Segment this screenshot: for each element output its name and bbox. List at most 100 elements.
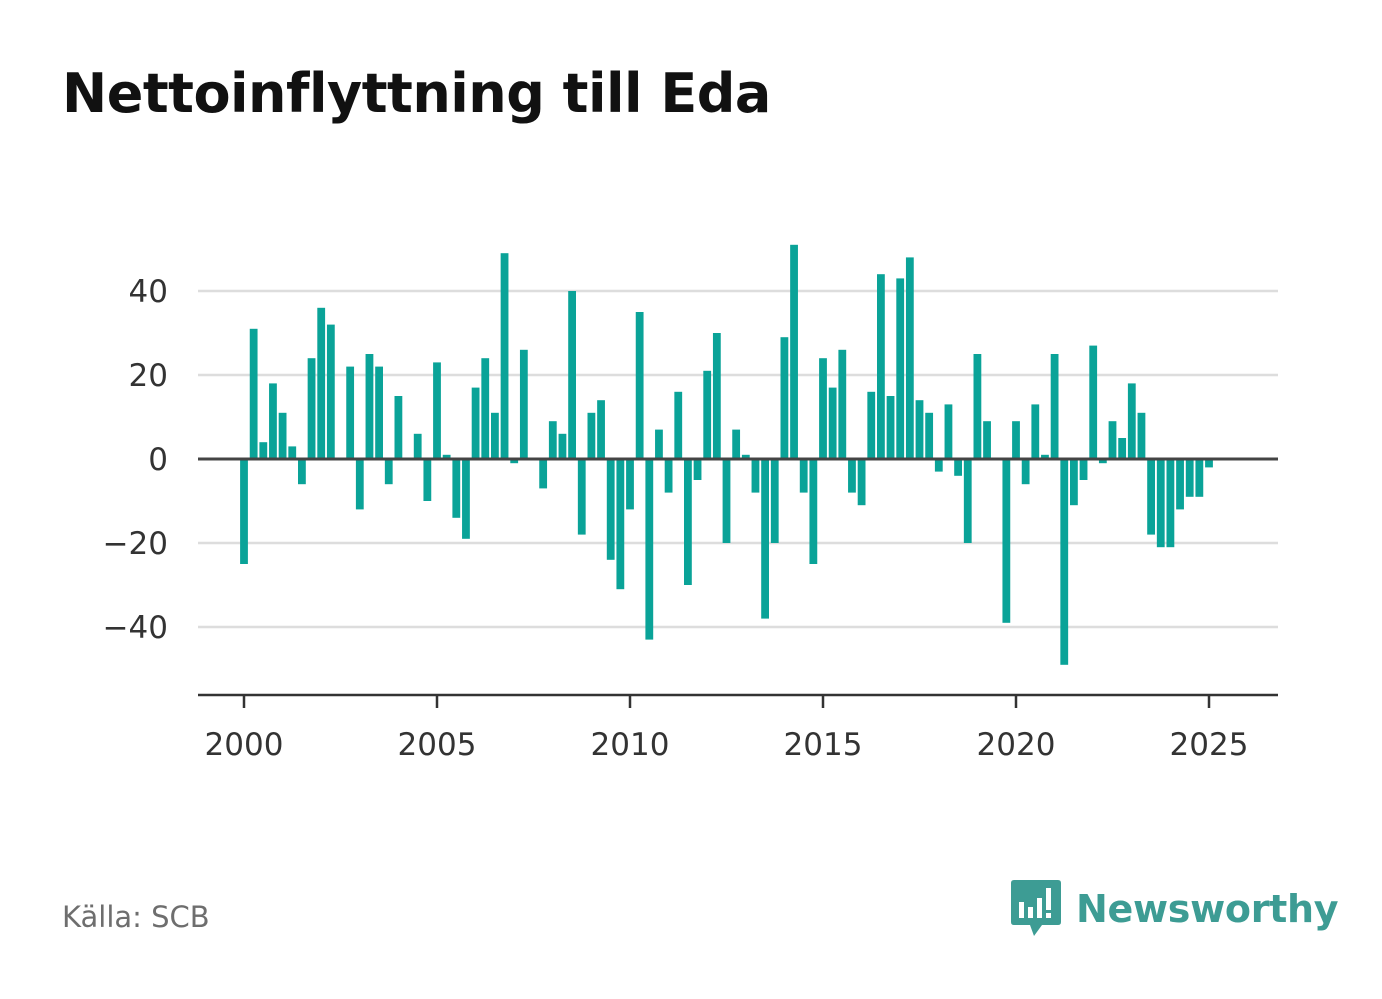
bar (790, 244, 798, 459)
logo-text: Newsworthy (1076, 887, 1339, 931)
bar (539, 459, 548, 489)
bar (973, 354, 982, 459)
bar (519, 349, 528, 459)
bar (1002, 459, 1011, 623)
bar (693, 459, 702, 480)
bar (751, 459, 760, 493)
bar (1050, 354, 1059, 459)
bar (1021, 459, 1030, 485)
x-tick-label: 2005 (398, 727, 477, 763)
bar (1060, 459, 1069, 665)
chart-title: Nettoinflyttning till Eda (62, 62, 771, 125)
bar (954, 459, 962, 476)
bar (288, 446, 297, 459)
bar (626, 459, 634, 510)
bar (365, 354, 374, 459)
bar (867, 391, 876, 459)
bar (712, 333, 721, 459)
bar (249, 328, 258, 459)
bar (1118, 438, 1127, 459)
bar (1195, 459, 1204, 497)
bar (548, 421, 557, 459)
bar (606, 459, 615, 560)
bar (1156, 459, 1165, 548)
x-axis-labels: 2000 2005 2010 2015 2020 2025 (205, 727, 1249, 763)
bar (635, 312, 644, 459)
bar (896, 278, 905, 459)
bar (510, 459, 519, 464)
bar (944, 404, 953, 459)
bar (1098, 459, 1107, 464)
y-axis-labels: 40 20 0 −20 −40 (103, 274, 168, 646)
x-tick-label: 2020 (977, 727, 1056, 763)
bar (1012, 421, 1020, 459)
x-tick-label: 2000 (205, 727, 284, 763)
x-tick-label: 2010 (591, 727, 670, 763)
bar (828, 387, 837, 459)
bar (1070, 459, 1078, 506)
bar (925, 412, 934, 459)
bar (259, 442, 268, 459)
bar (355, 459, 364, 510)
bar (770, 459, 779, 543)
bar (307, 358, 316, 459)
bar (819, 358, 827, 459)
bar (934, 459, 943, 472)
bar (558, 433, 567, 459)
bar (983, 421, 991, 459)
y-tick-label: −20 (103, 526, 168, 562)
bar (674, 391, 683, 459)
bar (384, 459, 393, 485)
bar (500, 253, 509, 459)
y-tick-label: 40 (129, 274, 168, 310)
bar-series (240, 244, 1213, 665)
bar (741, 454, 750, 459)
axes (198, 457, 1278, 708)
bar (1127, 383, 1136, 459)
bar (645, 459, 654, 640)
bar (433, 362, 441, 459)
bar (269, 383, 277, 459)
bar (1147, 459, 1155, 535)
bar (722, 459, 731, 543)
bar (905, 257, 914, 459)
bar (616, 459, 625, 590)
bar (1166, 459, 1175, 548)
bar (780, 337, 789, 459)
bar (298, 459, 306, 485)
bar (394, 396, 403, 459)
bar (346, 366, 355, 459)
newsworthy-logo: Newsworthy (1010, 878, 1339, 940)
x-tick-label: 2015 (784, 727, 863, 763)
bar (597, 400, 605, 459)
bar (877, 274, 885, 459)
bar (442, 454, 451, 459)
newsworthy-chart-bubble-icon (1011, 880, 1061, 936)
source-note: Källa: SCB (62, 900, 210, 934)
bar (587, 412, 596, 459)
x-tick-label: 2025 (1170, 727, 1249, 763)
bar (491, 412, 499, 459)
bar (1176, 459, 1184, 510)
bar (240, 459, 248, 564)
bar (326, 324, 335, 459)
bar (375, 366, 383, 459)
bar (1185, 459, 1194, 497)
y-tick-label: 0 (148, 442, 168, 478)
bar (462, 459, 470, 539)
bar (963, 459, 972, 543)
bar (886, 396, 895, 459)
bar (1108, 421, 1117, 459)
bar (413, 433, 422, 459)
bar (452, 459, 461, 518)
bar (655, 429, 663, 459)
bar (1089, 345, 1098, 459)
bar (838, 349, 847, 459)
bar (732, 429, 741, 459)
bar (848, 459, 856, 493)
bar (761, 459, 769, 619)
bar (703, 370, 712, 459)
bar (481, 358, 490, 459)
bar (1205, 459, 1213, 468)
